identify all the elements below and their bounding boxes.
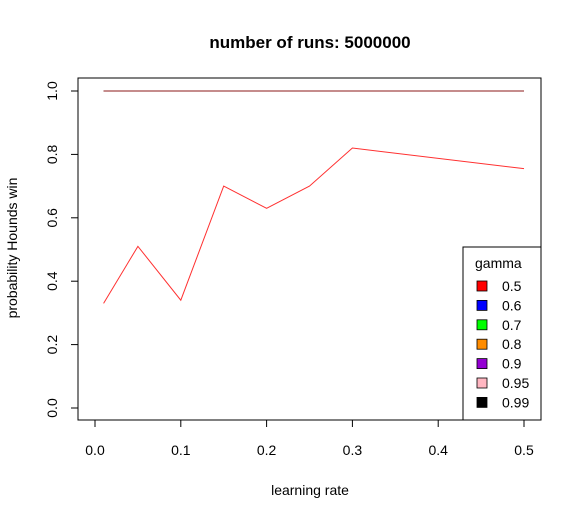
- legend-items: 0.5 0.6 0.7 0.8 0.9 0.95 0.99: [476, 278, 529, 410]
- legend-label: 0.99: [502, 394, 529, 410]
- x-axis: 0.0 0.1 0.2 0.3 0.4 0.5: [85, 419, 534, 458]
- legend-label: 0.5: [502, 278, 522, 294]
- y-tick-label: 0.2: [44, 335, 60, 355]
- legend-swatch: [476, 319, 488, 331]
- chart-title: number of runs: 5000000: [209, 33, 410, 52]
- legend-swatch: [476, 280, 488, 292]
- y-tick-label: 0.8: [44, 144, 60, 164]
- y-tick-label: 0.0: [44, 398, 60, 418]
- legend-label: 0.95: [502, 375, 529, 391]
- legend-swatch: [476, 377, 488, 389]
- x-tick-label: 0.1: [171, 442, 191, 458]
- legend-box: [462, 246, 542, 421]
- legend: gamma 0.5 0.6 0.7 0.8 0.9 0.95 0.99: [462, 246, 542, 421]
- series-layer: [103, 90, 525, 304]
- legend-swatch: [476, 299, 488, 311]
- legend-label: 0.9: [502, 356, 522, 372]
- x-tick-label: 0.2: [257, 442, 277, 458]
- y-axis-label: probability Hounds win: [4, 178, 20, 319]
- legend-swatch: [476, 338, 488, 350]
- x-tick-label: 0.3: [343, 442, 363, 458]
- y-tick-label: 0.4: [44, 271, 60, 291]
- y-axis: 0.0 0.2 0.4 0.6 0.8 1.0: [44, 81, 79, 418]
- y-tick-label: 0.6: [44, 208, 60, 228]
- legend-label: 0.7: [502, 317, 522, 333]
- series-line-gamma-0.5: [103, 147, 525, 304]
- legend-swatch: [476, 358, 488, 370]
- legend-label: 0.6: [502, 297, 522, 313]
- x-tick-label: 0.5: [514, 442, 534, 458]
- x-tick-label: 0.0: [85, 442, 105, 458]
- x-axis-label: learning rate: [271, 482, 349, 498]
- y-tick-label: 1.0: [44, 81, 60, 101]
- legend-title: gamma: [475, 255, 522, 271]
- legend-label: 0.8: [502, 336, 522, 352]
- x-tick-label: 0.4: [428, 442, 448, 458]
- legend-swatch: [476, 396, 488, 408]
